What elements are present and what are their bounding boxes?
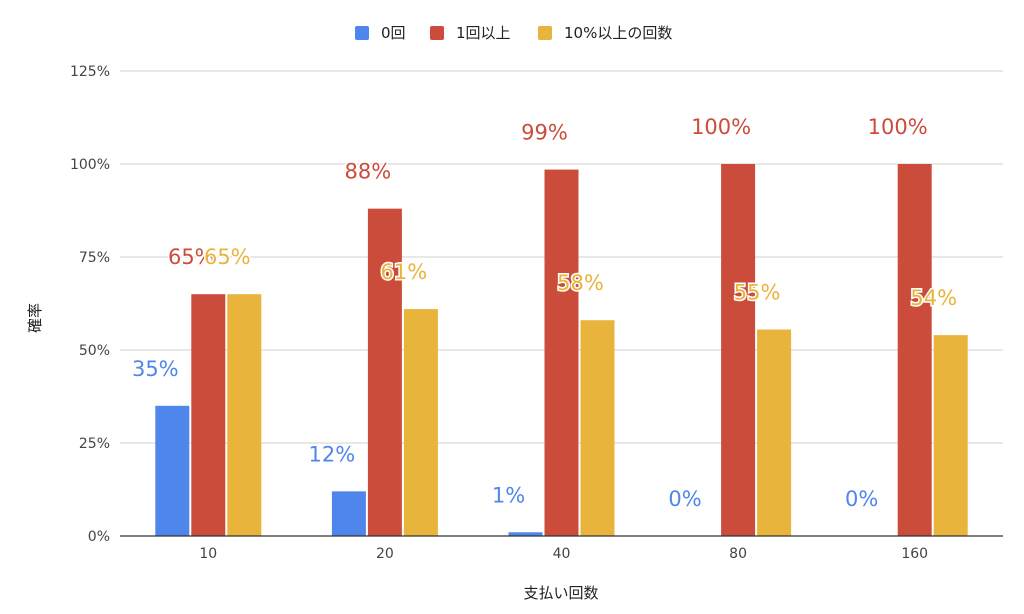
x-tick-label: 40 bbox=[553, 546, 571, 562]
bar bbox=[933, 335, 968, 536]
bar bbox=[580, 320, 615, 536]
x-tick-label: 80 bbox=[729, 546, 747, 562]
bar bbox=[544, 169, 579, 536]
y-tick-label: 75% bbox=[79, 250, 110, 266]
x-tick-label: 160 bbox=[901, 546, 928, 562]
data-labels: 35% 65%65% 12% 88% 61% 1% 99% 58% 0% 100% 55% 0% 100… bbox=[130, 114, 958, 513]
bar bbox=[508, 532, 543, 536]
bar bbox=[227, 294, 262, 536]
legend-label: 10%以上の回数 bbox=[564, 24, 672, 42]
bar bbox=[403, 309, 438, 536]
bar bbox=[367, 208, 402, 536]
data-label: 61% bbox=[381, 260, 428, 284]
x-axis-ticks: 10 20 40 80 160 bbox=[199, 546, 928, 562]
x-axis-title: 支払い回数 bbox=[523, 584, 598, 602]
data-label: 100% bbox=[868, 115, 928, 139]
x-tick-label: 10 bbox=[199, 546, 217, 562]
data-label: 65% bbox=[204, 245, 251, 269]
bar bbox=[331, 491, 366, 536]
bar bbox=[897, 164, 932, 536]
y-axis-title: 確率 bbox=[26, 303, 44, 333]
data-label: 0% bbox=[845, 487, 878, 511]
legend-swatch bbox=[430, 26, 444, 40]
bar bbox=[757, 329, 792, 536]
data-label: 35% bbox=[132, 357, 179, 381]
y-tick-label: 50% bbox=[79, 343, 110, 359]
legend-label: 0回 bbox=[381, 24, 406, 42]
data-label: 1% bbox=[492, 483, 525, 507]
data-label: 65% bbox=[168, 245, 215, 269]
data-label: 100% bbox=[691, 115, 751, 139]
data-label: 55% bbox=[734, 281, 781, 305]
data-label: 99% bbox=[521, 121, 568, 145]
legend-swatch bbox=[538, 26, 552, 40]
bars bbox=[155, 164, 968, 536]
legend-label: 1回以上 bbox=[456, 24, 511, 42]
y-tick-label: 100% bbox=[70, 157, 110, 173]
data-label: 54% bbox=[910, 286, 957, 310]
data-label: 88% bbox=[345, 160, 392, 184]
bar bbox=[155, 405, 190, 536]
legend: 0回 1回以上 10%以上の回数 bbox=[355, 24, 672, 42]
y-tick-label: 125% bbox=[70, 64, 110, 80]
y-axis-ticks: 0% 25% 50% 75% 100% 125% bbox=[70, 64, 110, 545]
data-label: 0% bbox=[668, 487, 701, 511]
data-label: 58% bbox=[557, 271, 604, 295]
y-tick-label: 0% bbox=[88, 529, 110, 545]
bar bbox=[191, 294, 226, 536]
legend-swatch bbox=[355, 26, 369, 40]
bar bbox=[721, 164, 756, 536]
data-label: 12% bbox=[309, 442, 356, 466]
x-tick-label: 20 bbox=[376, 546, 394, 562]
y-tick-label: 25% bbox=[79, 436, 110, 452]
